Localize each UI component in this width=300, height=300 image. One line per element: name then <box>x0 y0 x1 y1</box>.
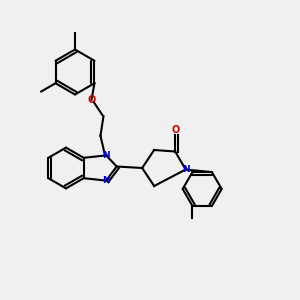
Text: N: N <box>102 151 110 160</box>
Text: O: O <box>87 95 96 105</box>
Text: N: N <box>182 165 190 174</box>
Text: O: O <box>171 124 179 135</box>
Text: N: N <box>102 176 110 185</box>
